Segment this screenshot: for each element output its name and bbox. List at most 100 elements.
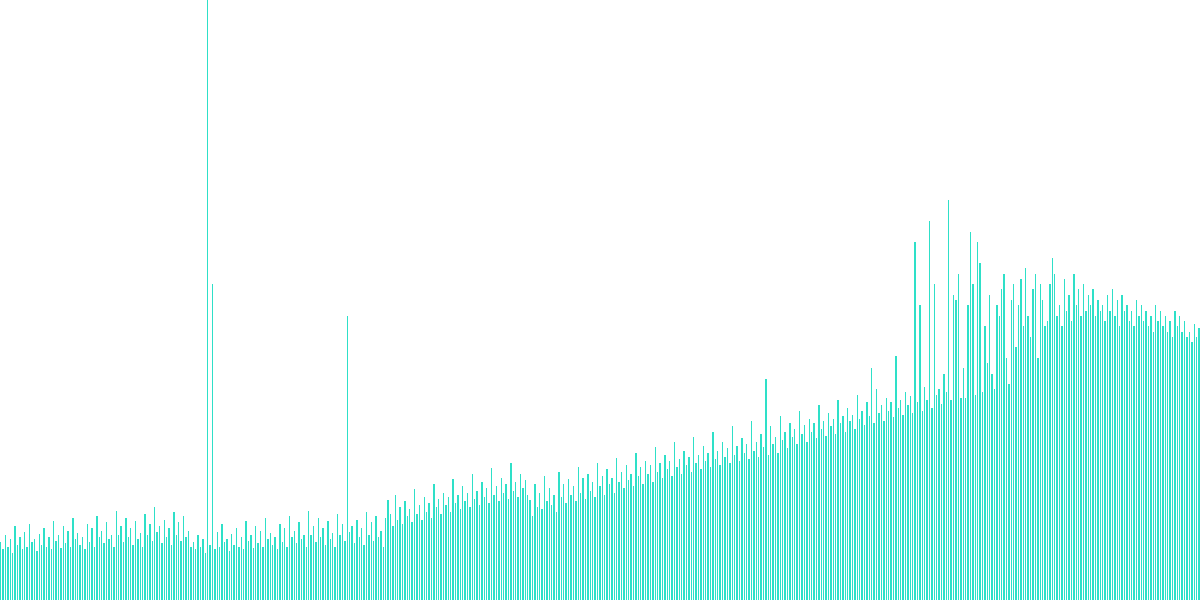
bar [987, 363, 988, 600]
bar [445, 505, 446, 600]
bar [717, 451, 718, 600]
bar [108, 539, 109, 600]
bar [655, 447, 656, 600]
bar [953, 295, 954, 600]
bar [688, 457, 689, 600]
bar [1056, 316, 1057, 600]
bar [1119, 326, 1120, 600]
bar [1076, 305, 1077, 600]
bar [200, 547, 201, 600]
bar [322, 528, 323, 600]
bar [178, 522, 179, 600]
bar [558, 472, 559, 600]
bar [113, 547, 114, 600]
bar [344, 541, 345, 600]
bar [185, 537, 186, 600]
bar [912, 413, 913, 600]
bar [491, 468, 492, 600]
bar [399, 507, 400, 600]
bar [979, 263, 980, 600]
bar [796, 444, 797, 600]
bar [847, 408, 848, 600]
bar [532, 516, 533, 600]
bar [334, 547, 335, 600]
bar [26, 547, 27, 600]
bar [857, 395, 858, 600]
bar [513, 491, 514, 600]
bar [537, 507, 538, 600]
bar [565, 503, 566, 600]
bar [140, 533, 141, 600]
bar [1194, 324, 1195, 600]
bar [898, 408, 899, 600]
bar [890, 402, 891, 600]
bar [866, 402, 867, 600]
bar [1138, 316, 1139, 600]
bar [900, 400, 901, 600]
bar [772, 444, 773, 600]
bar [1030, 337, 1031, 600]
bar [55, 541, 56, 600]
bar [568, 479, 569, 600]
bar [409, 509, 410, 600]
bar [616, 458, 617, 600]
bar [39, 534, 40, 600]
bar [1131, 311, 1132, 600]
bar [539, 493, 540, 600]
bar [768, 455, 769, 600]
bar [693, 437, 694, 600]
bar [739, 461, 740, 600]
bar [144, 514, 145, 600]
bar [209, 545, 210, 600]
bar [669, 461, 670, 600]
bar [94, 547, 95, 600]
bar [1097, 300, 1098, 600]
bar [972, 284, 973, 600]
bar [907, 405, 908, 600]
bar [883, 421, 884, 600]
bar [460, 509, 461, 600]
bar [82, 537, 83, 600]
bar [994, 389, 995, 600]
bar [10, 539, 11, 600]
bar [806, 442, 807, 600]
bar [561, 497, 562, 600]
bar [1133, 326, 1134, 600]
bar [231, 534, 232, 600]
bar [270, 533, 271, 600]
bar [202, 539, 203, 600]
bar [1191, 342, 1192, 600]
bar [397, 520, 398, 600]
bar [876, 389, 877, 600]
bar [205, 553, 206, 600]
bar [732, 426, 733, 600]
bar [719, 465, 720, 600]
bar [188, 531, 189, 600]
bar [1047, 321, 1048, 600]
bar [443, 493, 444, 600]
bar [193, 542, 194, 600]
bar [421, 520, 422, 600]
bar [1008, 384, 1009, 600]
bar [147, 535, 148, 600]
bar [279, 524, 280, 600]
bar [919, 305, 920, 600]
bar [359, 537, 360, 600]
bar [830, 426, 831, 600]
bar [195, 549, 196, 600]
bar [753, 451, 754, 600]
bar [963, 368, 964, 600]
bar [756, 442, 757, 600]
bar [1107, 295, 1108, 600]
bar [282, 542, 283, 600]
bar [2, 549, 3, 600]
bar [859, 419, 860, 600]
bar [286, 547, 287, 600]
bar [1196, 337, 1197, 600]
bar [707, 453, 708, 600]
bar [130, 528, 131, 600]
bar [366, 512, 367, 600]
bar [207, 0, 208, 600]
bar [999, 316, 1000, 600]
bar [14, 526, 15, 600]
